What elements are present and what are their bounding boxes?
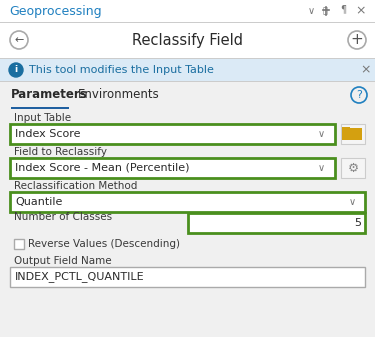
Bar: [11, 107, 69, 109]
Text: ←: ←: [14, 35, 24, 45]
Bar: [0, 22, 375, 23]
Bar: [10, 124, 335, 144]
Text: Input Table: Input Table: [14, 113, 71, 123]
Text: ∨: ∨: [308, 6, 315, 16]
Bar: [10, 192, 365, 212]
Bar: [10, 267, 365, 287]
Text: This tool modifies the Input Table: This tool modifies the Input Table: [29, 65, 214, 75]
Bar: [14, 239, 24, 249]
Text: Reclassify Field: Reclassify Field: [132, 32, 243, 48]
Bar: [0, 59, 375, 81]
Bar: [0, 81, 375, 82]
Bar: [0, 82, 375, 108]
Text: Quantile: Quantile: [15, 197, 62, 207]
Bar: [10, 158, 335, 178]
Text: i: i: [14, 65, 18, 74]
Text: ⚙: ⚙: [347, 161, 358, 175]
Text: 5: 5: [354, 218, 361, 228]
Bar: [342, 128, 362, 140]
Bar: [0, 23, 375, 58]
Text: INDEX_PCTL_QUANTILE: INDEX_PCTL_QUANTILE: [15, 272, 145, 282]
Text: Number of Classes: Number of Classes: [14, 212, 112, 222]
Bar: [342, 127, 350, 131]
Text: ∨: ∨: [318, 129, 325, 139]
Text: +: +: [351, 32, 363, 48]
Text: Index Score: Index Score: [15, 129, 81, 139]
Bar: [188, 213, 365, 233]
Bar: [341, 124, 365, 144]
Text: ?: ?: [356, 90, 362, 100]
Bar: [0, 0, 375, 22]
Text: ×: ×: [355, 4, 366, 18]
Text: ¶: ¶: [340, 4, 346, 14]
Text: ∨: ∨: [349, 197, 356, 207]
Text: ×: ×: [360, 63, 370, 76]
Text: Output Field Name: Output Field Name: [14, 256, 112, 266]
Text: Reclassification Method: Reclassification Method: [14, 181, 137, 191]
Circle shape: [9, 63, 23, 77]
Text: Index Score - Mean (Percentile): Index Score - Mean (Percentile): [15, 163, 189, 173]
Text: Geoprocessing: Geoprocessing: [9, 4, 102, 18]
Text: ∨: ∨: [318, 163, 325, 173]
Text: ⬛: ⬛: [323, 6, 328, 16]
Text: Parameters: Parameters: [11, 89, 88, 101]
Text: Field to Reclassify: Field to Reclassify: [14, 147, 107, 157]
Text: Reverse Values (Descending): Reverse Values (Descending): [28, 239, 180, 249]
Text: Environments: Environments: [78, 89, 160, 101]
Bar: [0, 108, 375, 337]
Bar: [341, 158, 365, 178]
Bar: [0, 58, 375, 59]
